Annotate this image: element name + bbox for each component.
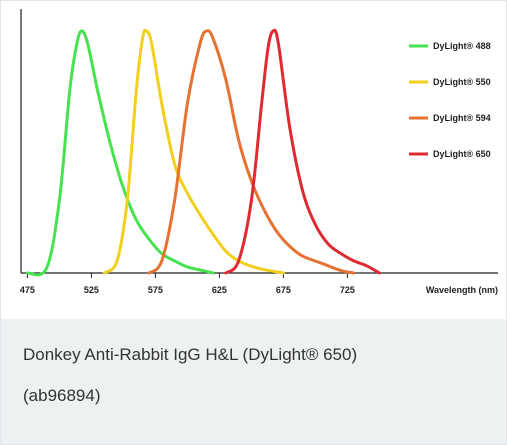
legend-label-dylight-594: DyLight® 594 — [433, 113, 491, 123]
series-group — [25, 28, 381, 277]
legend-label-dylight-550: DyLight® 550 — [433, 77, 491, 87]
x-tick-label: 675 — [276, 285, 291, 295]
caption-catalog-number: (ab96894) — [23, 386, 101, 405]
caption-panel: Donkey Anti-Rabbit IgG H&L (DyLight® 650… — [1, 319, 506, 444]
series-line-dylight-488 — [25, 29, 215, 277]
x-tick-label: 575 — [148, 285, 163, 295]
chart-svg: 475 525 575 625 675 725 Wavelength (nm) DyLigh… — [20, 9, 498, 295]
x-tick-label: 475 — [20, 285, 35, 295]
caption-title: Donkey Anti-Rabbit IgG H&L (DyLight® 650… — [23, 345, 358, 364]
axes: 475 525 575 625 675 725 Wavelength (nm) — [20, 9, 498, 295]
series-line-dylight-550 — [102, 28, 285, 275]
x-tick-label: 725 — [340, 285, 355, 295]
series-line-dylight-594 — [147, 29, 356, 275]
legend-label-dylight-488: DyLight® 488 — [433, 41, 491, 51]
series-line-dylight-650 — [224, 28, 381, 275]
legend-label-dylight-650: DyLight® 650 — [433, 149, 491, 159]
spectrum-chart: 475 525 575 625 675 725 Wavelength (nm) DyLigh… — [1, 1, 506, 319]
x-tick-label: 625 — [212, 285, 227, 295]
x-tick-label: 525 — [84, 285, 99, 295]
legend: DyLight® 488 DyLight® 550 DyLight® 594 DyLi… — [409, 41, 491, 159]
x-axis-label: Wavelength (nm) — [426, 285, 498, 295]
